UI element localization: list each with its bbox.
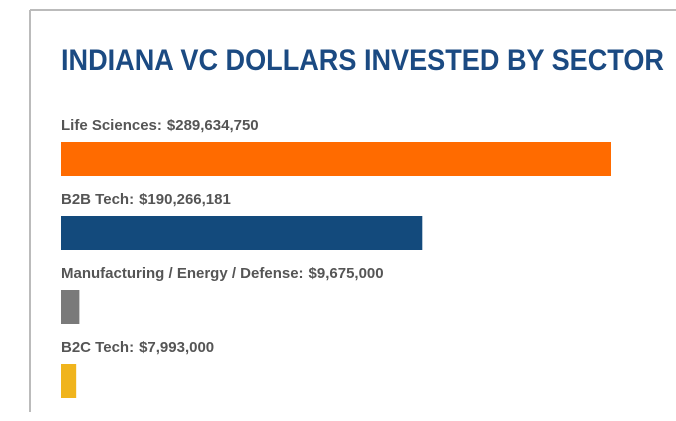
- category-label: Manufacturing / Energy / Defense:: [61, 265, 304, 282]
- bar-label: B2B Tech: $190,266,181: [61, 191, 231, 208]
- value-label: $190,266,181: [139, 191, 231, 208]
- chart-title: INDIANA VC DOLLARS INVESTED BY SECTOR: [61, 44, 664, 77]
- value-label: $289,634,750: [167, 117, 259, 134]
- category-label: B2B Tech:: [61, 191, 134, 208]
- value-label: $7,993,000: [139, 339, 214, 356]
- bar-label: Manufacturing / Energy / Defense: $9,675,…: [61, 265, 384, 282]
- category-label: Life Sciences:: [61, 117, 162, 134]
- value-label: $9,675,000: [309, 265, 384, 282]
- bar-label: Life Sciences: $289,634,750: [61, 117, 259, 134]
- bar: [61, 142, 611, 176]
- bar: [61, 290, 80, 324]
- bar-label: B2C Tech: $7,993,000: [61, 339, 214, 356]
- bar: [61, 216, 423, 250]
- bar: [61, 364, 77, 398]
- category-label: B2C Tech:: [61, 339, 134, 356]
